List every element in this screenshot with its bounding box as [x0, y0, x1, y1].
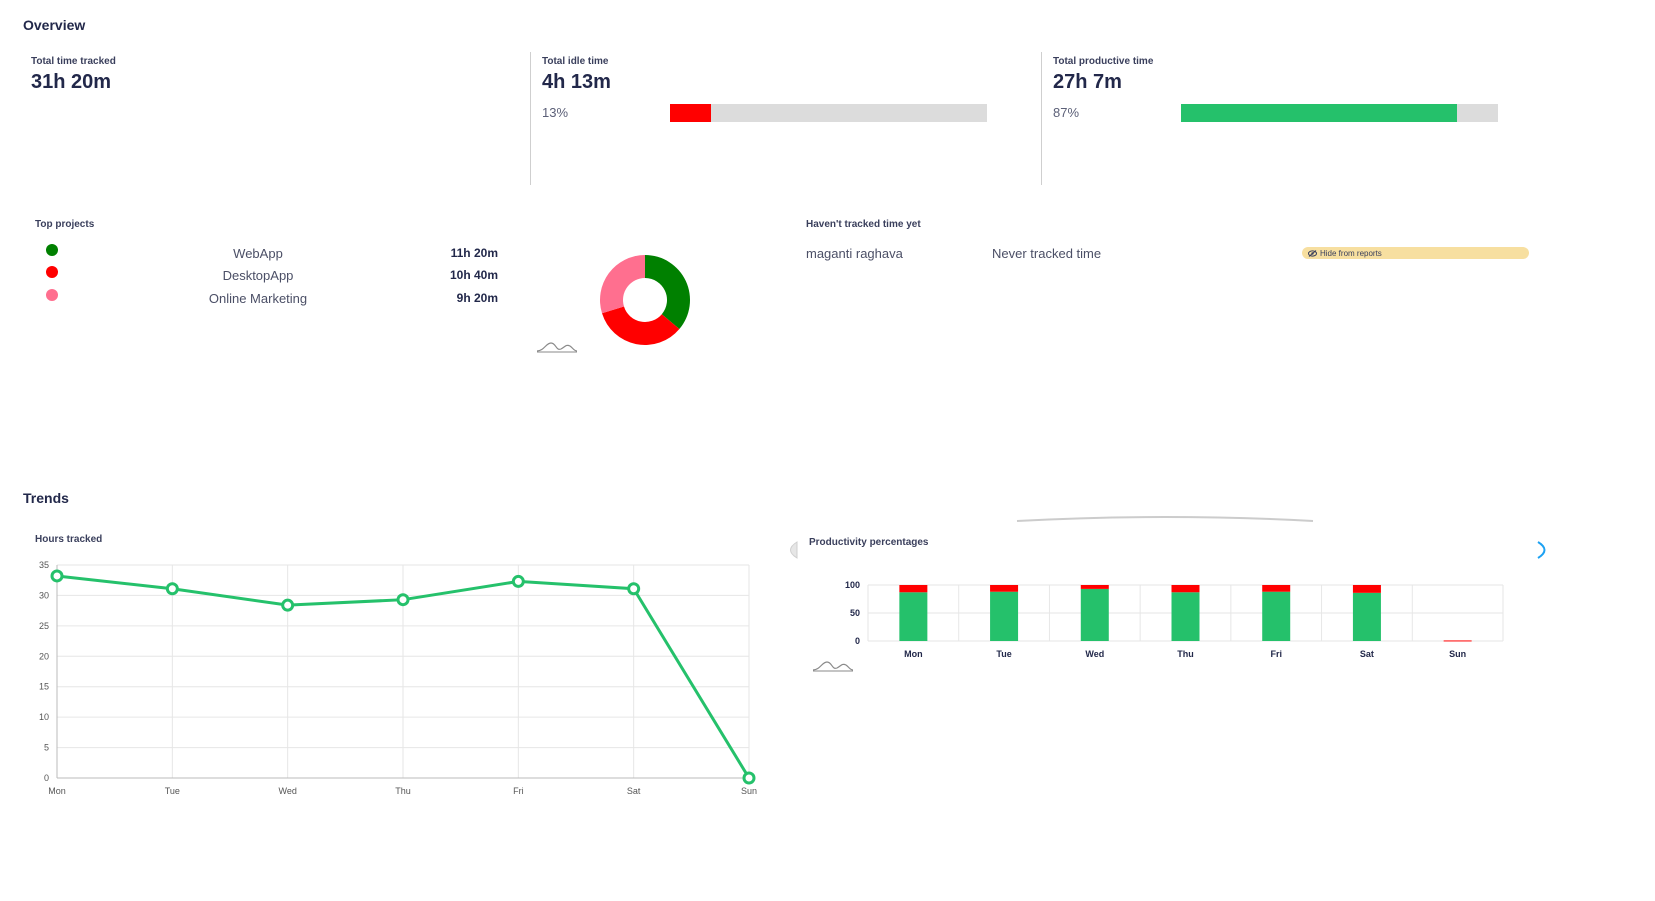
- productive-time-value: 27h 7m: [1053, 71, 1122, 93]
- bar-segment: [1262, 591, 1291, 641]
- donut-slice: [602, 306, 680, 345]
- top-projects-donut-chart: [600, 255, 690, 345]
- x-tick-label: Thu: [1177, 649, 1194, 659]
- x-tick-label: Thu: [395, 786, 411, 796]
- data-point: [511, 574, 525, 588]
- project-color-dot: [46, 266, 58, 278]
- y-tick-label: 0: [855, 636, 860, 646]
- top-projects-title: Top projects: [35, 219, 95, 230]
- carousel-shadow: [1016, 516, 1314, 522]
- data-point: [165, 582, 179, 596]
- y-tick-label: 15: [39, 682, 49, 692]
- bar-segment: [1080, 588, 1109, 641]
- productive-time-card: Total productive time 27h 7m: [1053, 56, 1153, 94]
- bar-segment: [1352, 592, 1381, 641]
- hours-tracked-line-chart: 0 5 10 15 20 25 30 35 Mon Tue Wed Thu Fri Sat Sun: [39, 560, 757, 796]
- user-name: maganti raghava: [806, 246, 903, 261]
- bar-segment: [1443, 640, 1472, 642]
- overview-title: Overview: [23, 17, 86, 33]
- x-tick-label: Sun: [741, 786, 757, 796]
- donut-slice: [600, 255, 645, 314]
- project-time: 10h 40m: [449, 268, 498, 282]
- bar-segment: [1262, 585, 1291, 592]
- productive-time-label: Total productive time: [1053, 56, 1154, 67]
- total-time-label: Total time tracked: [31, 56, 116, 67]
- donut-slice: [645, 255, 690, 330]
- project-name: WebApp: [233, 246, 283, 261]
- data-point: [281, 598, 295, 612]
- idle-progress-fill: [670, 104, 712, 122]
- bar-segment: [899, 585, 928, 593]
- x-tick-label: Mon: [904, 649, 923, 659]
- y-tick-label: 10: [39, 712, 49, 722]
- eye-slash-icon: [1308, 249, 1317, 257]
- divider: [1041, 52, 1042, 185]
- wave-icon: [536, 342, 578, 353]
- y-tick-label: 20: [39, 651, 49, 661]
- data-point: [742, 771, 756, 785]
- y-tick-label: 5: [44, 743, 49, 753]
- x-tick-label: Wed: [1085, 649, 1104, 659]
- carousel-prev-button[interactable]: [782, 540, 798, 560]
- productive-progress-bar: [1181, 104, 1498, 122]
- wave-icon: [812, 661, 854, 672]
- project-name: DesktopApp: [222, 268, 294, 283]
- x-tick-label: Sat: [1360, 649, 1374, 659]
- x-tick-label: Mon: [48, 786, 66, 796]
- idle-progress-bar: [670, 104, 987, 122]
- project-color-dot: [46, 244, 58, 256]
- not-tracked-title: Haven't tracked time yet: [806, 219, 921, 230]
- bar-segment: [1080, 585, 1109, 589]
- productivity-chart-title: Productivity percentages: [809, 537, 929, 548]
- project-name: Online Marketing: [208, 291, 308, 306]
- y-tick-label: 25: [39, 621, 49, 631]
- x-tick-label: Fri: [1270, 649, 1282, 659]
- x-tick-label: Sun: [1449, 649, 1466, 659]
- productive-progress-fill: [1181, 104, 1457, 122]
- x-tick-label: Wed: [278, 786, 296, 796]
- divider: [530, 52, 531, 185]
- x-tick-label: Fri: [513, 786, 524, 796]
- y-tick-label: 100: [845, 580, 860, 590]
- y-tick-label: 30: [39, 590, 49, 600]
- bar-segment: [1171, 592, 1200, 641]
- project-time: 11h 20m: [450, 246, 498, 260]
- project-time: 9h 20m: [456, 291, 498, 305]
- data-point: [396, 593, 410, 607]
- total-time-value: 31h 20m: [31, 71, 112, 93]
- bar-segment: [1171, 585, 1200, 593]
- productive-percent: 87%: [1053, 105, 1080, 120]
- data-point: [627, 582, 641, 596]
- x-tick-label: Sat: [627, 786, 641, 796]
- bar-segment: [990, 591, 1019, 641]
- bar-segment: [990, 585, 1019, 592]
- idle-percent: 13%: [542, 105, 569, 120]
- project-color-dot: [46, 289, 58, 301]
- hours-chart-title: Hours tracked: [35, 534, 103, 545]
- y-tick-label: 50: [850, 608, 860, 618]
- x-tick-label: Tue: [996, 649, 1011, 659]
- data-point: [50, 569, 64, 583]
- hide-from-reports-button[interactable]: Hide from reports: [1302, 247, 1529, 259]
- total-time-card: Total time tracked 31h 20m: [31, 56, 116, 94]
- idle-time-label: Total idle time: [542, 56, 609, 67]
- hide-from-reports-label: Hide from reports: [1320, 248, 1382, 258]
- x-tick-label: Tue: [165, 786, 180, 796]
- carousel-next-button[interactable]: [1536, 540, 1554, 560]
- user-status: Never tracked time: [992, 246, 1102, 261]
- productivity-bar-chart: 0 50 100 Mon Tue Wed Thu Fri Sat Sun: [845, 580, 1504, 659]
- idle-time-value: 4h 13m: [542, 71, 611, 93]
- idle-time-card: Total idle time 4h 13m: [542, 56, 611, 94]
- bar-segment: [899, 592, 928, 641]
- trends-title: Trends: [23, 490, 69, 506]
- y-tick-label: 0: [44, 773, 49, 783]
- y-tick-label: 35: [39, 560, 49, 570]
- bar-segment: [1352, 585, 1381, 593]
